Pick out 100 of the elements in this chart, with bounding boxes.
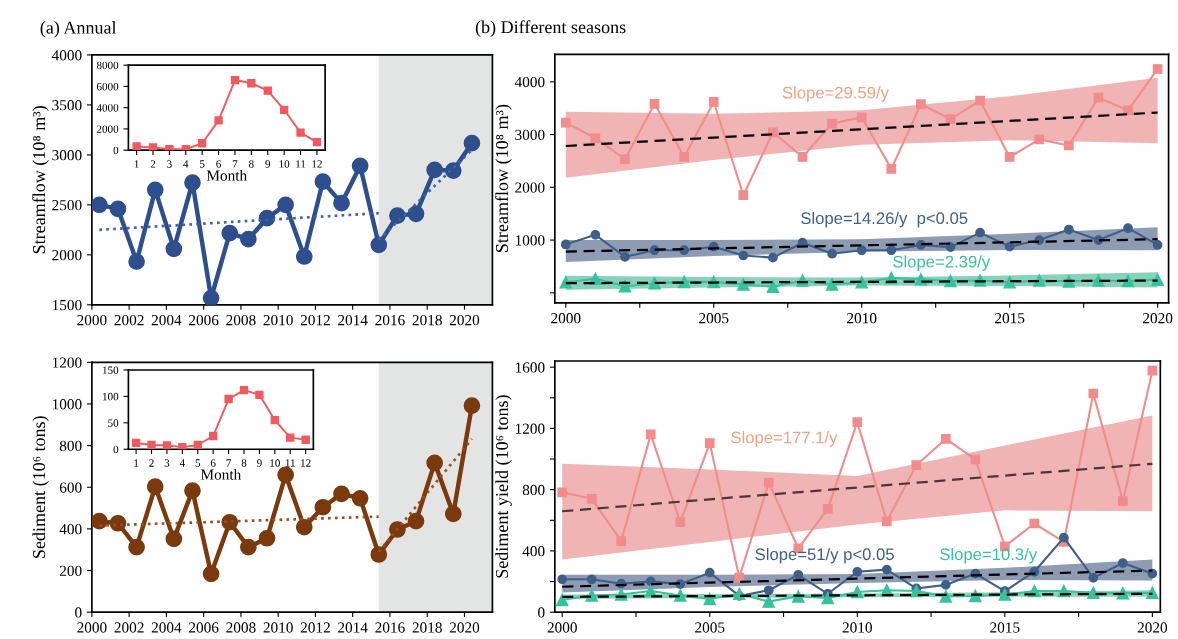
x-tick-label: 8 [249,160,254,168]
y-tick-label: 50 [108,419,119,427]
x-tick-label: 2008 [226,622,256,633]
y-axis-title: Sediment yield (10⁶ tons) [495,395,512,578]
y-axis-title: Streamflow (10⁸ m³) [32,106,49,254]
x-tick-label: 10 [279,160,290,168]
x-tick-label: 11 [296,160,306,168]
x-tick-label: 2014 [338,622,368,633]
x-tick-label: 2015 [995,313,1025,324]
y-tick-label: 1600 [515,362,545,373]
x-tick-label: 2000 [551,313,581,324]
x-tick-label: 2020 [449,314,480,326]
x-tick-label: 2005 [695,622,725,633]
x-tick-label: 2000 [547,622,577,633]
x-tick-label: 2002 [114,622,144,633]
x-tick-label: 2004 [151,314,182,326]
x-tick-label: 2005 [699,313,729,324]
x-tick-label: 2010 [847,313,877,324]
y-tick-label: 1200 [515,423,545,434]
x-tick-label: 2012 [300,314,330,326]
x-tick-label: 4 [179,459,185,467]
x-tick-label: 5 [200,160,205,168]
x-tick-label: 2010 [263,622,293,633]
x-tick-label: 3 [167,160,172,168]
y-tick-label: 0 [75,607,82,618]
x-tick-label: 2006 [189,314,219,326]
annotation: Slope=51/y p<0.05 [755,547,894,564]
y-tick-label: 1500 [52,299,82,311]
x-tick-label: 2000 [77,314,107,326]
x-tick-label: 2 [149,459,154,467]
x-tick-label: 2018 [412,622,442,633]
y-tick-label: 1200 [52,357,82,368]
x-tick-label: 2018 [412,314,442,326]
y-tick-label: 4000 [51,50,82,61]
y-tick-label: 0 [113,445,119,454]
x-tick-label: 2012 [300,622,330,633]
x-tick-label: 2015 [990,622,1020,633]
x-tick-label: 2002 [114,314,144,326]
x-tick-label: 11 [285,459,295,467]
x-tick-label: 2010 [842,622,872,633]
y-tick-label: 800 [522,484,545,496]
y-tick-label: 100 [102,392,119,401]
x-tick-label: 2020 [1137,622,1168,633]
x-tick-label: 8 [241,459,247,467]
x-tick-label: 4 [183,160,189,168]
x-tick-label: 2014 [338,314,368,326]
y-tick-label: 1000 [52,399,82,410]
y-tick-label: 4000 [96,104,119,112]
annotation: Slope=2.39/y [893,255,991,271]
x-tick-label: 2016 [375,622,405,633]
x-tick-label: 3 [164,459,170,467]
y-tick-label: 800 [59,440,82,452]
y-tick-label: 3000 [515,129,545,140]
annotation: Slope=10.3/y [940,547,1038,564]
x-tick-label: 2020 [1143,313,1173,324]
y-tick-label: 600 [59,482,82,493]
x-tick-label: 7 [232,160,238,168]
y-tick-label: 400 [59,524,82,535]
y-tick-label: 4000 [514,76,545,88]
x-tick-label: 2 [150,160,156,168]
y-tick-label: 3500 [52,100,82,111]
x-tick-label: 2016 [375,314,405,326]
x-tick-label: 2006 [189,622,219,633]
chart-title: (b) Different seasons [475,20,626,37]
y-tick-label: 3000 [52,150,82,161]
x-tick-label: 12 [312,160,322,168]
x-tick-label: 10 [270,459,280,467]
x-tick-label: 6 [210,459,216,467]
x-tick-label: 6 [216,160,222,168]
y-tick-label: 1000 [515,235,545,246]
y-axis-title: Sediment (10⁶ tons) [32,416,49,558]
x-tick-label: 1 [134,459,139,467]
x-tick-label: 2004 [151,622,182,633]
y-tick-label: 150 [102,366,119,374]
x-tick-label: 2020 [449,622,480,633]
x-tick-label: 1 [134,160,139,168]
x-tick-label: 2010 [263,314,293,326]
x-tick-label: 5 [195,459,201,467]
y-tick-label: 2500 [52,200,82,211]
annotation: Slope=29.59/y [782,86,889,102]
chart-title: (a) Annual [40,21,117,38]
y-tick-label: 2000 [96,125,119,133]
x-tick-label: 12 [301,459,311,467]
x-axis-title: Month [206,169,247,181]
x-tick-label: 2008 [226,314,256,326]
x-axis-title: Month [200,469,242,480]
y-axis-title: Streamflow (10⁸ m³) [495,104,512,252]
x-tick-label: 9 [265,160,271,168]
y-tick-label: 6000 [96,82,119,91]
x-tick-label: 2000 [77,622,107,633]
y-tick-label: 0 [538,607,545,618]
annotation: Slope=177.1/y [731,431,838,447]
y-tick-label: 400 [522,546,545,557]
x-tick-label: 7 [226,459,232,467]
annotation: Slope=14.26/y p<0.05 [801,211,968,228]
y-tick-label: 8000 [96,61,119,70]
y-tick-label: 2000 [52,249,82,261]
y-tick-label: 2000 [515,182,545,193]
y-tick-label: 200 [59,565,82,576]
y-tick-label: 0 [113,146,119,155]
